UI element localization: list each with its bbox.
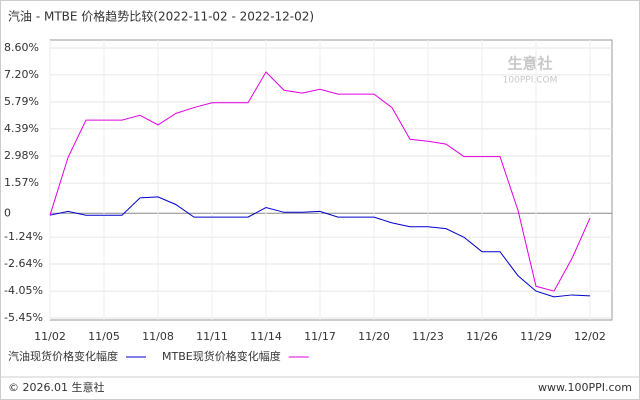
x-tick-label: 11/02 — [34, 330, 66, 343]
x-tick-label: 11/08 — [142, 330, 174, 343]
series-line — [49, 196, 591, 298]
y-tick-label: 2.98% — [4, 149, 39, 162]
x-tick-label: 11/05 — [88, 330, 120, 343]
footer-right: www.100PPI.com — [538, 381, 632, 394]
y-tick-label: 0 — [4, 206, 11, 219]
y-tick-label: -4.05% — [4, 284, 43, 297]
legend-label: MTBE现货价格变化幅度 — [162, 349, 281, 363]
y-tick-label: -5.45% — [4, 311, 43, 324]
x-tick-label: 11/17 — [304, 330, 336, 343]
footer-left: © 2026.01 生意社 — [8, 380, 104, 394]
x-tick-label: 12/02 — [574, 330, 606, 343]
series-line — [49, 71, 591, 292]
y-tick-label: 4.39% — [4, 122, 39, 135]
watermark: 生意社 — [507, 55, 552, 73]
y-tick-label: 5.79% — [4, 95, 39, 108]
legend-label: 汽油现货价格变化幅度 — [8, 349, 118, 363]
x-tick-label: 11/14 — [250, 330, 282, 343]
x-tick-label: 11/23 — [412, 330, 444, 343]
chart-title: 汽油 - MTBE 价格趋势比较(2022-11-02 - 2022-12-02… — [8, 9, 314, 24]
watermark-sub: 100PPI.COM — [503, 76, 558, 86]
y-tick-label: -1.24% — [4, 230, 43, 243]
y-tick-label: -2.64% — [4, 257, 43, 270]
x-tick-label: 11/26 — [466, 330, 498, 343]
y-tick-label: 7.20% — [4, 68, 39, 81]
x-tick-label: 11/20 — [358, 330, 390, 343]
y-tick-label: 1.57% — [4, 176, 39, 189]
y-tick-label: 8.60% — [4, 41, 39, 54]
x-tick-label: 11/29 — [520, 330, 552, 343]
x-tick-label: 11/11 — [196, 330, 228, 343]
